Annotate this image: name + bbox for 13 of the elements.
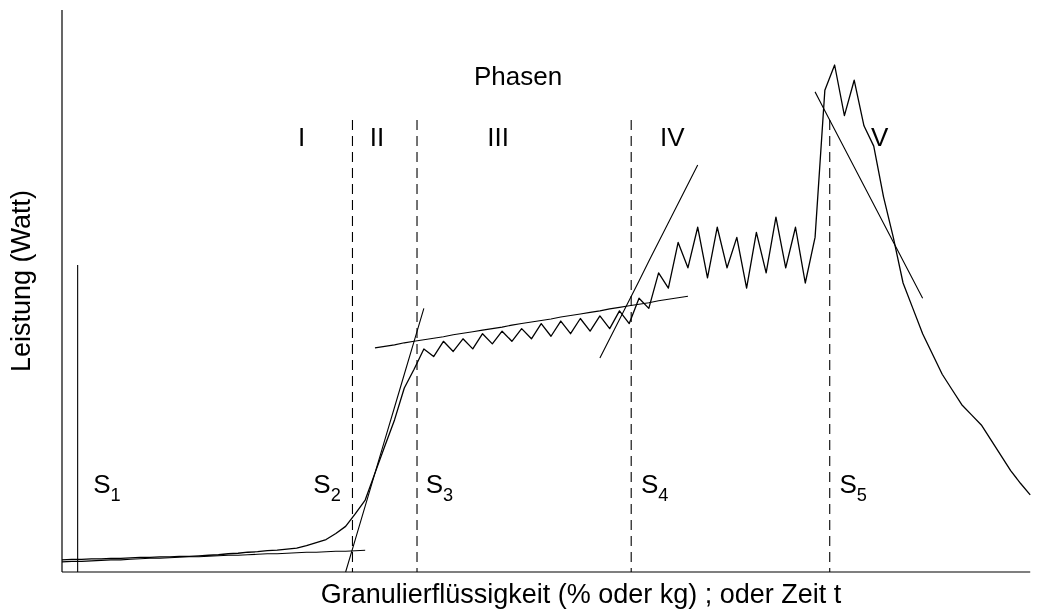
- annotation: III: [487, 121, 510, 152]
- annotation: S$_{3}$: [425, 468, 454, 505]
- annotation: S$_{2}$: [313, 468, 341, 505]
- annotation: S$_{5}$: [839, 468, 867, 505]
- annotation: I: [297, 121, 306, 152]
- y-axis-title: Leistung (Watt): [6, 189, 36, 373]
- annotation: II: [369, 121, 385, 152]
- x-axis-title: Granulierflüssigkeit (% oder kg) ; oder Zeit t: [320, 579, 842, 609]
- annotation: IV: [659, 121, 686, 152]
- annotation: V: [870, 121, 889, 152]
- annotation: S$_{4}$: [640, 468, 669, 505]
- chart-title: Phasen: [473, 61, 563, 91]
- annotation: S$_{1}$: [93, 468, 121, 505]
